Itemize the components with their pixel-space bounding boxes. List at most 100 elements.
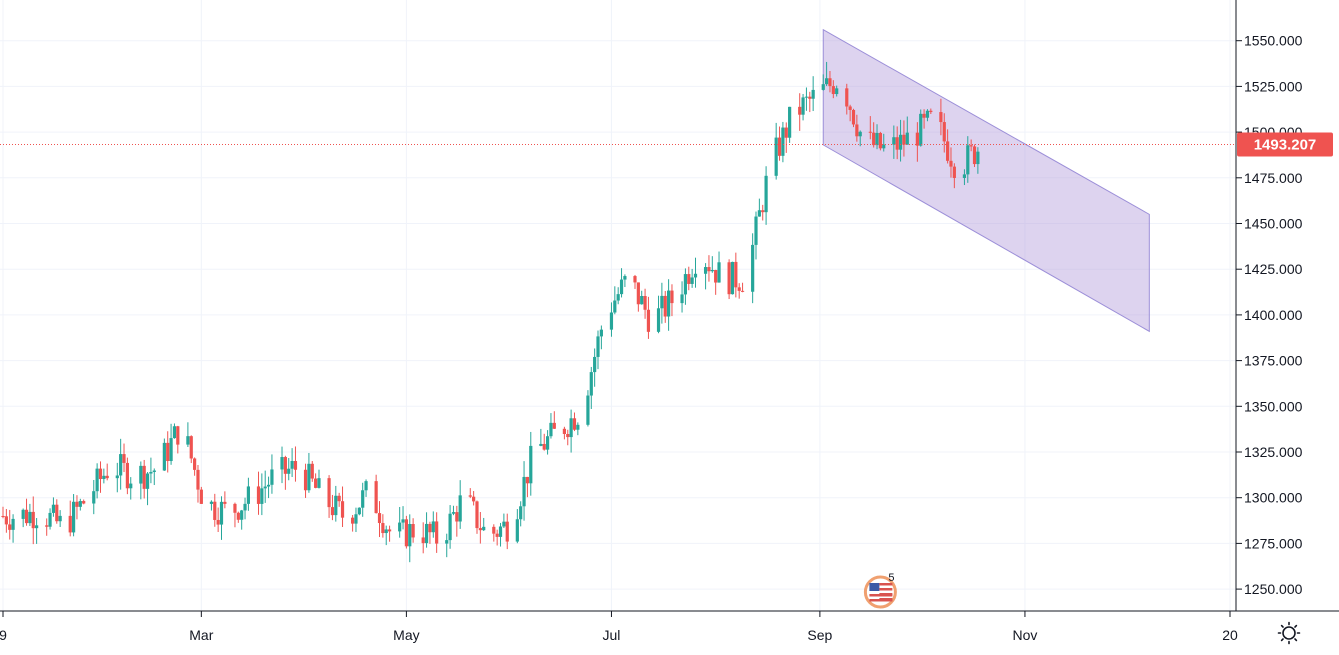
settings-icon[interactable]: [1277, 621, 1301, 645]
candle-body: [11, 518, 15, 530]
candle-body: [186, 436, 190, 445]
time-axis-panel[interactable]: [0, 611, 1339, 655]
candle-body: [828, 78, 832, 87]
candle-body: [643, 296, 647, 310]
candle-body: [586, 395, 590, 425]
candle-body: [717, 262, 721, 283]
candle-body: [287, 468, 291, 474]
candle-body: [808, 96, 812, 99]
candle-body: [761, 210, 765, 213]
candle-body: [855, 124, 859, 137]
candle-body: [263, 486, 267, 489]
candle-body: [502, 521, 506, 527]
candle-body: [189, 436, 193, 459]
candle-body: [119, 454, 123, 476]
candle-body: [387, 529, 392, 532]
candle-body: [646, 309, 651, 332]
candle-body: [710, 269, 714, 272]
candle-body: [737, 287, 741, 291]
candle-body: [663, 295, 667, 317]
descending-channel[interactable]: [822, 28, 1150, 333]
candle-body: [498, 526, 503, 537]
candle-body: [428, 523, 432, 533]
candle-body: [122, 454, 126, 463]
flag-stripe: [879, 583, 893, 586]
candle-body: [307, 463, 311, 491]
candle-body: [946, 141, 950, 161]
candle-body: [196, 469, 200, 490]
candle-body: [905, 132, 909, 145]
candle-body: [858, 131, 862, 137]
time-tick-label: Nov: [1012, 627, 1037, 643]
candle-body: [478, 528, 482, 531]
candle-body: [734, 261, 738, 288]
candle-body: [1, 515, 5, 517]
candle-body: [939, 112, 943, 123]
candle-body: [401, 519, 405, 523]
candle-body: [337, 495, 341, 502]
candle-body: [821, 84, 825, 90]
candle-body: [293, 460, 298, 470]
candle-body: [475, 501, 479, 529]
candle-body: [609, 312, 614, 330]
candle-body: [599, 329, 603, 337]
candle-body: [21, 509, 25, 519]
candle-body: [48, 512, 52, 527]
price-tick-label: 1350.000: [1244, 398, 1303, 414]
candle-body: [593, 356, 597, 373]
candle-body: [727, 262, 731, 295]
candle-body: [240, 510, 244, 520]
last-price-label: 1493.207: [1254, 137, 1317, 154]
price-axis-panel[interactable]: [1236, 0, 1339, 655]
candle-body: [703, 267, 708, 274]
candle-body: [149, 471, 153, 474]
flag-stripe: [869, 599, 893, 602]
candle-body: [51, 504, 56, 513]
candle-body: [831, 86, 835, 95]
candle-body: [919, 113, 923, 146]
candle-body: [929, 110, 933, 113]
candle-body: [707, 267, 711, 272]
candle-body: [223, 501, 227, 504]
candle-body: [472, 496, 476, 502]
candle-body: [482, 526, 486, 531]
price-tick-label: 1425.000: [1244, 261, 1303, 277]
flag-stripe: [869, 594, 893, 597]
candle-body: [972, 146, 977, 165]
price-tick-label: 1550.000: [1244, 33, 1303, 49]
candle-body: [354, 514, 358, 524]
candle-body: [495, 533, 499, 537]
event-marker[interactable]: 5: [863, 572, 897, 609]
candle-body: [266, 484, 271, 487]
candle-body: [152, 470, 156, 472]
candle-body: [576, 424, 580, 430]
candle-body: [962, 174, 967, 178]
candle-body: [102, 475, 106, 480]
candle-body: [922, 113, 926, 118]
candle-body: [522, 476, 526, 507]
candle-body: [357, 507, 361, 515]
candle-body: [619, 279, 624, 295]
candle-body: [78, 501, 82, 507]
event-label: 5: [888, 572, 894, 584]
candle-body: [572, 418, 577, 430]
time-tick-label: Jul: [603, 627, 621, 643]
candle-body: [825, 78, 829, 85]
price-tick-label: 1275.000: [1244, 535, 1303, 551]
candle-body: [411, 524, 415, 538]
price-tick-label: 1525.000: [1244, 78, 1303, 94]
candle-body: [845, 88, 849, 107]
candle-body: [529, 445, 533, 484]
candle-body: [435, 521, 439, 544]
candle-body: [730, 261, 735, 295]
candle-body: [145, 473, 150, 489]
candle-body: [98, 468, 103, 480]
candle-body: [455, 512, 459, 522]
candle-body: [92, 491, 96, 504]
candle-body: [364, 481, 368, 491]
candle-body: [199, 489, 203, 504]
flag-canton: [869, 583, 880, 591]
candle-body: [68, 515, 72, 533]
last-price-badge-bg: [1237, 132, 1333, 157]
